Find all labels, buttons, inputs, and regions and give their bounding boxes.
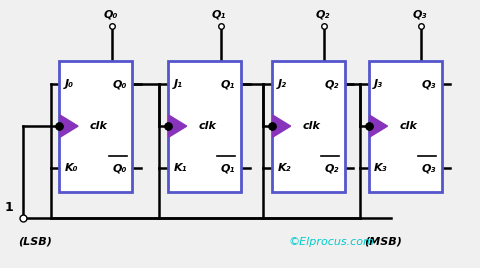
Text: Q₀: Q₀ (112, 79, 127, 89)
Text: J₂: J₂ (277, 79, 287, 89)
Text: (MSB): (MSB) (364, 236, 402, 246)
Text: J₃: J₃ (374, 79, 383, 89)
Polygon shape (370, 115, 387, 137)
Text: clk: clk (199, 121, 216, 131)
Bar (168, 61, 241, 192)
Text: Q₁: Q₁ (212, 10, 227, 20)
Bar (369, 61, 442, 192)
Text: Q₀: Q₀ (112, 163, 127, 173)
Text: Q₁: Q₁ (221, 79, 235, 89)
Bar (272, 61, 345, 192)
Polygon shape (169, 115, 187, 137)
Bar (59, 61, 132, 192)
Text: K₃: K₃ (374, 163, 388, 173)
Text: clk: clk (90, 121, 108, 131)
Text: clk: clk (399, 121, 417, 131)
Text: 1: 1 (5, 201, 13, 214)
Polygon shape (60, 115, 78, 137)
Text: (LSB): (LSB) (18, 236, 52, 246)
Text: J₁: J₁ (173, 79, 182, 89)
Text: Q₂: Q₂ (325, 163, 339, 173)
Polygon shape (273, 115, 290, 137)
Text: Q₂: Q₂ (325, 79, 339, 89)
Text: clk: clk (302, 121, 320, 131)
Text: Q₁: Q₁ (221, 163, 235, 173)
Text: Q₂: Q₂ (316, 10, 330, 20)
Text: Q₃: Q₃ (422, 163, 436, 173)
Text: Q₃: Q₃ (413, 10, 427, 20)
Text: K₀: K₀ (65, 163, 78, 173)
Text: K₁: K₁ (173, 163, 187, 173)
Text: Q₃: Q₃ (422, 79, 436, 89)
Text: K₂: K₂ (277, 163, 291, 173)
Text: J₀: J₀ (65, 79, 74, 89)
Text: ©Elprocus.com: ©Elprocus.com (288, 237, 374, 247)
Text: Q₀: Q₀ (103, 10, 118, 20)
